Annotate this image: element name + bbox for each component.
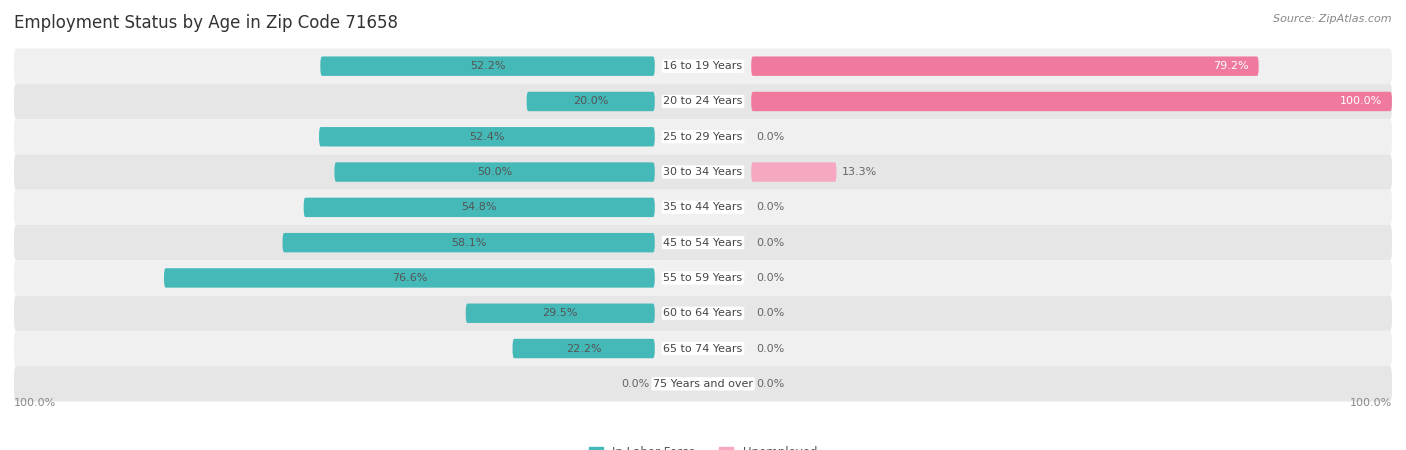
FancyBboxPatch shape (14, 154, 1392, 190)
Text: 75 Years and over: 75 Years and over (652, 379, 754, 389)
Text: Employment Status by Age in Zip Code 71658: Employment Status by Age in Zip Code 716… (14, 14, 398, 32)
Text: 65 to 74 Years: 65 to 74 Years (664, 343, 742, 354)
Text: Source: ZipAtlas.com: Source: ZipAtlas.com (1274, 14, 1392, 23)
Text: 0.0%: 0.0% (756, 238, 785, 248)
FancyBboxPatch shape (14, 296, 1392, 331)
Text: 79.2%: 79.2% (1213, 61, 1249, 71)
FancyBboxPatch shape (14, 331, 1392, 366)
FancyBboxPatch shape (335, 162, 655, 182)
FancyBboxPatch shape (304, 198, 655, 217)
FancyBboxPatch shape (751, 56, 1258, 76)
FancyBboxPatch shape (14, 190, 1392, 225)
Text: 76.6%: 76.6% (392, 273, 427, 283)
FancyBboxPatch shape (283, 233, 655, 252)
FancyBboxPatch shape (14, 260, 1392, 296)
Text: 60 to 64 Years: 60 to 64 Years (664, 308, 742, 318)
FancyBboxPatch shape (513, 339, 655, 358)
Text: 0.0%: 0.0% (756, 308, 785, 318)
Text: 0.0%: 0.0% (756, 343, 785, 354)
Legend: In Labor Force, Unemployed: In Labor Force, Unemployed (583, 441, 823, 450)
Text: 100.0%: 100.0% (1340, 96, 1382, 107)
Text: 50.0%: 50.0% (477, 167, 512, 177)
FancyBboxPatch shape (165, 268, 655, 288)
Text: 30 to 34 Years: 30 to 34 Years (664, 167, 742, 177)
Text: 20.0%: 20.0% (574, 96, 609, 107)
Text: 52.2%: 52.2% (470, 61, 505, 71)
FancyBboxPatch shape (14, 49, 1392, 84)
Text: 100.0%: 100.0% (14, 398, 56, 408)
FancyBboxPatch shape (14, 366, 1392, 401)
Text: 52.4%: 52.4% (470, 132, 505, 142)
Text: 0.0%: 0.0% (756, 202, 785, 212)
FancyBboxPatch shape (751, 92, 1392, 111)
Text: 0.0%: 0.0% (621, 379, 650, 389)
Text: 58.1%: 58.1% (451, 238, 486, 248)
Text: 0.0%: 0.0% (756, 379, 785, 389)
Text: 16 to 19 Years: 16 to 19 Years (664, 61, 742, 71)
Text: 13.3%: 13.3% (842, 167, 877, 177)
FancyBboxPatch shape (465, 304, 655, 323)
FancyBboxPatch shape (751, 162, 837, 182)
FancyBboxPatch shape (14, 225, 1392, 260)
FancyBboxPatch shape (14, 84, 1392, 119)
Text: 100.0%: 100.0% (1350, 398, 1392, 408)
Text: 22.2%: 22.2% (565, 343, 602, 354)
FancyBboxPatch shape (319, 127, 655, 146)
Text: 0.0%: 0.0% (756, 132, 785, 142)
FancyBboxPatch shape (321, 56, 655, 76)
Text: 0.0%: 0.0% (756, 273, 785, 283)
Text: 54.8%: 54.8% (461, 202, 496, 212)
Text: 20 to 24 Years: 20 to 24 Years (664, 96, 742, 107)
Text: 35 to 44 Years: 35 to 44 Years (664, 202, 742, 212)
Text: 55 to 59 Years: 55 to 59 Years (664, 273, 742, 283)
FancyBboxPatch shape (527, 92, 655, 111)
Text: 45 to 54 Years: 45 to 54 Years (664, 238, 742, 248)
FancyBboxPatch shape (14, 119, 1392, 154)
Text: 29.5%: 29.5% (543, 308, 578, 318)
Text: 25 to 29 Years: 25 to 29 Years (664, 132, 742, 142)
